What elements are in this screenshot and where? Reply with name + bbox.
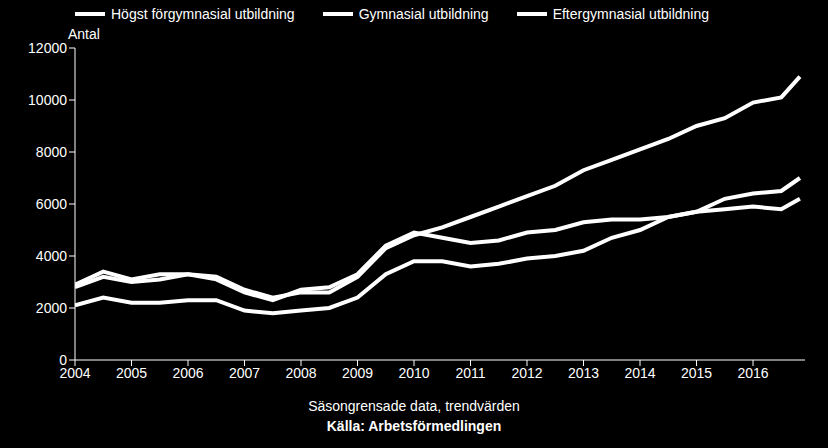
svg-text:8000: 8000 <box>36 144 67 160</box>
svg-text:0: 0 <box>59 352 67 368</box>
svg-text:2012: 2012 <box>511 365 542 381</box>
svg-text:2004: 2004 <box>59 364 91 381</box>
svg-text:12000: 12000 <box>28 40 67 56</box>
svg-text:2010: 2010 <box>398 365 429 381</box>
html-text:Säsongrensade data, trendvärde: Säsongrensade data, trendvärden <box>308 398 520 414</box>
svg-text:2005: 2005 <box>116 365 147 381</box>
svg-text:4000: 4000 <box>36 248 67 264</box>
svg-text:10000: 10000 <box>28 92 67 108</box>
html-text:Källa: Arbetsförmedlingen: Källa: Arbetsförmedlingen <box>326 418 502 434</box>
svg-text:6000: 6000 <box>36 196 67 212</box>
svg-text:2011: 2011 <box>455 365 485 381</box>
svg-text:2013: 2013 <box>568 365 599 381</box>
html-text:Eftergymnasial utbildning: Eftergymnasial utbildning <box>552 6 709 22</box>
svg-text:2015: 2015 <box>681 365 712 381</box>
svg-text:2000: 2000 <box>36 300 67 316</box>
html-text:Gymnasial utbildning: Gymnasial utbildning <box>358 6 489 22</box>
svg-text:2016: 2016 <box>737 365 768 381</box>
html-text:Högst förgymnasial utbildning: Högst förgymnasial utbildning <box>111 6 295 22</box>
svg-text:2009: 2009 <box>342 365 373 381</box>
svg-text:2006: 2006 <box>172 365 203 381</box>
svg-text:2014: 2014 <box>624 365 655 381</box>
svg-text:2008: 2008 <box>285 365 316 381</box>
svg-text:2007: 2007 <box>229 365 260 381</box>
html-text:Antal: Antal <box>68 26 100 42</box>
